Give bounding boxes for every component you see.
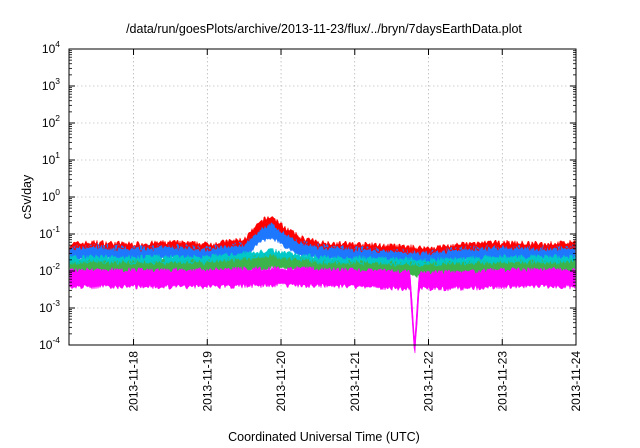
grid xyxy=(69,49,576,345)
x-tick-label: 2013-11-22 xyxy=(422,351,436,412)
x-tick-label: 2013-11-23 xyxy=(495,351,509,412)
y-tick-label: 10-3 xyxy=(39,298,60,315)
x-tick-label: 2013-11-19 xyxy=(200,351,214,412)
y-tick-label: 104 xyxy=(42,39,60,56)
series-lines xyxy=(69,218,576,342)
y-tick-label: 103 xyxy=(42,76,60,93)
series-line-3 xyxy=(69,251,576,269)
series-line-4 xyxy=(69,255,576,272)
x-tick-label: 2013-11-21 xyxy=(348,351,362,412)
series-envelopes xyxy=(69,215,576,354)
y-tick-label: 101 xyxy=(42,150,60,167)
x-tick-label: 2013-11-24 xyxy=(569,351,583,412)
y-tick-label: 10-1 xyxy=(39,224,60,241)
series-envelope-5 xyxy=(69,265,576,354)
x-tick-label: 2013-11-20 xyxy=(274,351,288,412)
y-tick-label: 102 xyxy=(42,113,60,130)
y-tick-label: 10-2 xyxy=(39,261,60,278)
series-line-2 xyxy=(69,226,576,261)
y-axis: 10-4 10-3 10-2 10-1 100 101 102 103 104 xyxy=(39,39,576,352)
x-axis-label: Coordinated Universal Time (UTC) xyxy=(228,430,420,444)
x-tick-label: 2013-11-18 xyxy=(127,351,141,412)
series-line-5 xyxy=(69,268,576,342)
y-tick-label: 100 xyxy=(42,187,60,204)
chart-title: /data/run/goesPlots/archive/2013-11-23/f… xyxy=(126,22,522,36)
y-tick-label: 10-4 xyxy=(39,335,60,352)
y-axis-label: cSv/day xyxy=(20,174,34,219)
x-axis: 2013-11-18 2013-11-19 2013-11-20 2013-11-21… xyxy=(127,49,583,412)
